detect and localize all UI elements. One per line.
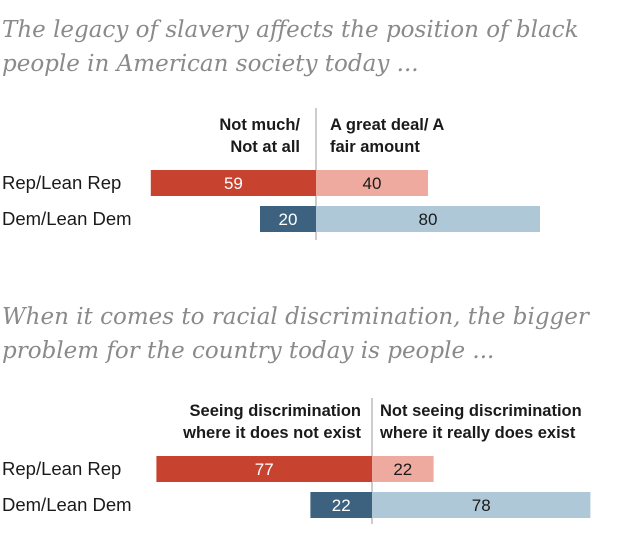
chart-1-left-header-text: Not much/ Not at all xyxy=(219,116,300,156)
chart-2-bar-dem-left xyxy=(310,492,372,518)
chart-2-bar-dem-right xyxy=(372,492,591,518)
chart-2-row-label-rep: Rep/Lean Rep xyxy=(2,458,122,479)
chart-1-right-header-text: A great deal/ A fair amount xyxy=(330,116,444,156)
chart-2-value-label-rep-left: 77 xyxy=(255,460,274,479)
chart-2-left-header: Seeing discrimination where it does not … xyxy=(131,400,361,444)
chart-1-left-header: Not much/ Not at all xyxy=(150,114,300,158)
chart-1-value-label-rep-left: 59 xyxy=(224,174,243,193)
chart-1-bar-dem-left xyxy=(260,206,316,232)
chart-2-bar-rep-left xyxy=(156,456,372,482)
chart-2-right-header: Not seeing discrimination where it reall… xyxy=(380,400,620,444)
chart-2-value-label-dem-right: 78 xyxy=(472,496,491,515)
chart-1-value-label-dem-right: 80 xyxy=(419,210,438,229)
chart-2-bar-rep-right xyxy=(372,456,434,482)
chart-2-value-label-dem-left: 22 xyxy=(332,496,351,515)
chart-2-title: When it comes to racial discrimination, … xyxy=(2,304,589,364)
chart-2-right-header-text: Not seeing discrimination where it reall… xyxy=(380,402,582,442)
chart-2-left-header-text: Seeing discrimination where it does not … xyxy=(183,402,361,442)
chart-1-bar-rep-left xyxy=(150,170,316,196)
chart-1-title: The legacy of slavery affects the positi… xyxy=(2,17,579,77)
chart-1-value-label-dem-left: 20 xyxy=(279,210,298,229)
chart-1-row-label-rep: Rep/Lean Rep xyxy=(2,172,122,193)
chart-1-row-label-dem: Dem/Lean Dem xyxy=(2,208,132,229)
chart-1-bar-rep-right xyxy=(316,170,428,196)
chart-2-row-label-dem: Dem/Lean Dem xyxy=(2,494,132,515)
chart-1-bar-dem-right xyxy=(316,206,540,232)
chart-2-value-label-rep-right: 22 xyxy=(393,460,412,479)
chart-1-right-header: A great deal/ A fair amount xyxy=(330,114,480,158)
chart-1-value-label-rep-right: 40 xyxy=(363,174,382,193)
